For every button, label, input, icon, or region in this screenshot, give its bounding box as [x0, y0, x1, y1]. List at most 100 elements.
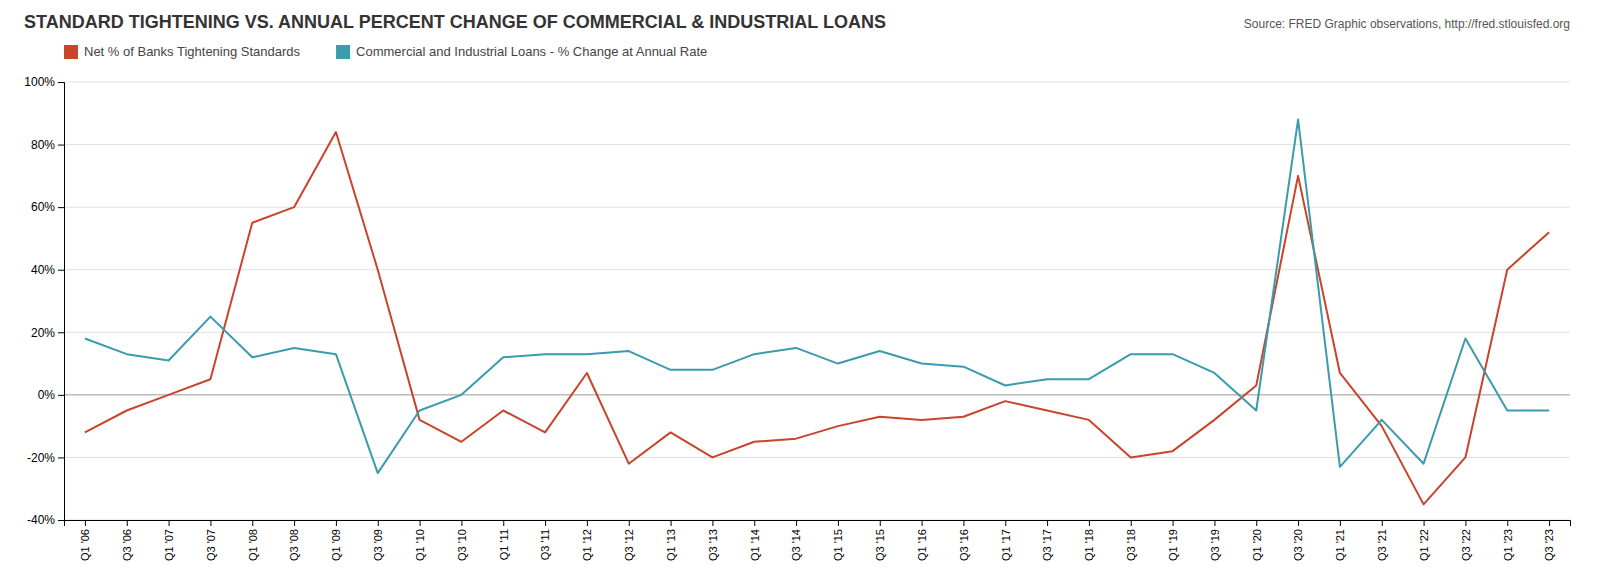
x-tick: Q3 '23 — [1543, 520, 1555, 561]
tick-label: Q1 '22 — [1418, 529, 1430, 561]
x-tick: Q1 '10 — [414, 520, 426, 561]
plot-area — [85, 120, 1549, 505]
tick-label: 100% — [24, 75, 55, 89]
tick-label: Q3 '18 — [1125, 529, 1137, 561]
tick-mark — [58, 270, 64, 271]
axis-domain — [58, 83, 65, 521]
tick-mark — [420, 520, 421, 526]
tick-mark — [1382, 520, 1383, 526]
x-tick: Q1 '15 — [832, 520, 844, 561]
grid-line — [64, 394, 1570, 395]
tick-mark — [545, 520, 546, 526]
x-tick: Q3 '11 — [539, 520, 551, 560]
series-line — [85, 120, 1549, 474]
legend: Net % of Banks Tightening StandardsComme… — [64, 44, 707, 59]
tick-mark — [58, 82, 64, 83]
tick-label: Q3 '21 — [1376, 529, 1388, 561]
grid-line — [64, 457, 1570, 458]
grid-line — [64, 332, 1570, 333]
legend-label: Net % of Banks Tightening Standards — [84, 44, 301, 59]
tick-label: 20% — [31, 326, 55, 340]
tick-mark — [1047, 520, 1048, 526]
x-tick: Q1 '08 — [247, 520, 259, 561]
x-tick: Q3 '10 — [456, 520, 468, 561]
tick-mark — [252, 520, 253, 526]
tick-label: Q1 '16 — [916, 529, 928, 561]
tick-label: Q1 '15 — [832, 529, 844, 561]
legend-swatch — [336, 45, 350, 59]
tick-mark — [503, 520, 504, 526]
tick-label: Q3 '14 — [790, 529, 802, 561]
y-tick: 20% — [31, 326, 64, 340]
tick-mark — [461, 520, 462, 526]
tick-label: Q1 '19 — [1167, 529, 1179, 561]
x-tick: Q3 '22 — [1460, 520, 1472, 561]
tick-label: Q3 '08 — [288, 529, 300, 561]
tick-mark — [1507, 520, 1508, 526]
x-tick: Q1 '16 — [916, 520, 928, 561]
tick-mark — [1005, 520, 1006, 526]
tick-label: Q3 '20 — [1292, 529, 1304, 561]
tick-label: Q1 '11 — [498, 529, 510, 560]
x-tick: Q1 '21 — [1334, 520, 1346, 561]
tick-label: Q3 '23 — [1543, 529, 1555, 561]
tick-mark — [671, 520, 672, 526]
tick-label: Q3 '11 — [539, 529, 551, 560]
tick-mark — [880, 520, 881, 526]
y-tick: 80% — [31, 138, 64, 152]
tick-mark — [1549, 520, 1550, 526]
tick-label: Q3 '22 — [1460, 529, 1472, 561]
x-tick: Q3 '17 — [1041, 520, 1053, 561]
tick-label: Q1 '06 — [79, 529, 91, 561]
tick-mark — [963, 520, 964, 526]
x-tick: Q1 '12 — [581, 520, 593, 561]
title: STANDARD TIGHTENING VS. ANNUAL PERCENT C… — [24, 12, 886, 32]
x-tick: Q1 '22 — [1418, 520, 1430, 561]
tick-label: Q1 '23 — [1502, 529, 1514, 561]
tick-mark — [210, 520, 211, 526]
x-axis: Q1 '06 Q3 '06 Q1 '07 Q3 '07 Q1 '08 Q3 '08 Q1 '… — [65, 520, 1571, 561]
tick-label: Q3 '06 — [121, 529, 133, 561]
tick-label: 40% — [31, 263, 55, 277]
y-tick: 60% — [31, 200, 64, 214]
x-tick: Q3 '18 — [1125, 520, 1137, 561]
tick-label: Q3 '16 — [958, 529, 970, 561]
legend-swatch — [64, 45, 78, 59]
x-tick: Q1 '17 — [1000, 520, 1012, 561]
tick-mark — [58, 520, 64, 521]
y-tick: -20% — [27, 451, 64, 465]
x-tick: Q3 '14 — [790, 520, 802, 561]
x-tick: Q1 '23 — [1502, 520, 1514, 561]
tick-mark — [1465, 520, 1466, 526]
tick-mark — [1173, 520, 1174, 526]
tick-label: Q1 '18 — [1083, 529, 1095, 561]
y-tick: 40% — [31, 263, 64, 277]
x-tick: Q1 '11 — [498, 520, 510, 560]
x-tick: Q3 '19 — [1209, 520, 1221, 561]
y-axis: -40%-20%0%20%40%60%80%100% — [24, 75, 64, 527]
x-tick: Q3 '06 — [121, 520, 133, 561]
tick-label: Q1 '09 — [330, 529, 342, 561]
tick-mark — [1089, 520, 1090, 526]
tick-label: Q1 '12 — [581, 529, 593, 561]
tick-label: Q1 '07 — [163, 529, 175, 561]
tick-mark — [1340, 520, 1341, 526]
tick-mark — [1298, 520, 1299, 526]
x-tick: Q1 '09 — [330, 520, 342, 561]
y-tick: 100% — [24, 75, 64, 89]
grid-line — [64, 144, 1570, 145]
tick-label: Q3 '12 — [623, 529, 635, 561]
tick-label: Q1 '08 — [247, 529, 259, 561]
x-tick: Q3 '07 — [205, 520, 217, 561]
x-tick: Q1 '06 — [79, 520, 91, 561]
tick-mark — [1131, 520, 1132, 526]
series-line — [85, 132, 1549, 504]
x-tick: Q3 '12 — [623, 520, 635, 561]
tick-mark — [796, 520, 797, 526]
x-tick: Q3 '08 — [288, 520, 300, 561]
tick-mark — [58, 332, 64, 333]
tick-label: Q1 '14 — [749, 529, 761, 561]
x-tick: Q3 '16 — [958, 520, 970, 561]
grid-line — [64, 269, 1570, 270]
tick-mark — [838, 520, 839, 526]
